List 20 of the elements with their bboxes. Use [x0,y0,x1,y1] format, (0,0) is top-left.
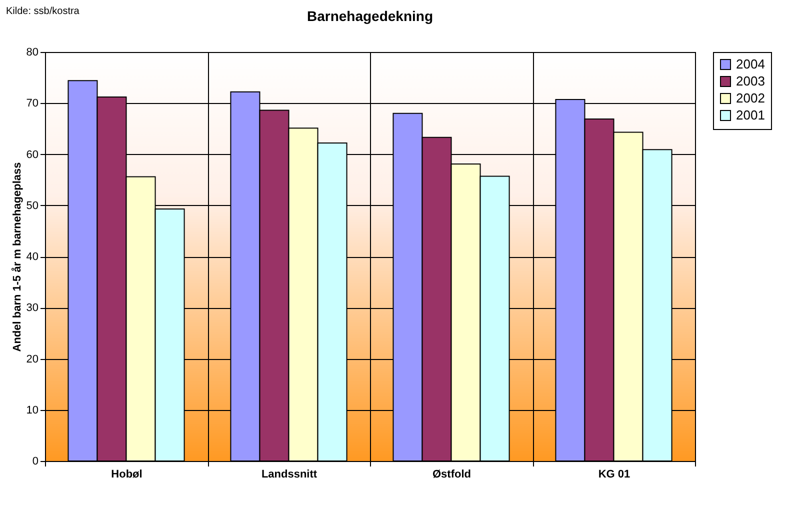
legend-label: 2001 [736,108,765,122]
y-tick-label: 20 [26,353,38,366]
x-tick-label: Østfold [432,468,471,480]
legend-label: 2003 [736,74,765,88]
y-tick-label: 60 [26,148,38,161]
y-tick-label: 0 [32,456,38,468]
y-axis-title: Andel barn 1-5 år m barnehageplass [10,162,24,352]
y-tick-label: 50 [26,200,38,212]
x-tick-label: Hobøl [111,468,142,480]
text: Kilde: ssb/kostra [6,6,80,17]
legend-label: 2002 [736,90,765,106]
y-tick-label: 70 [26,98,38,110]
x-tick-label: KG 01 [598,468,630,480]
y-tick-label: 40 [26,251,38,263]
chart-title: Barnehagedekning [306,8,434,24]
y-tick-label: 10 [26,404,38,416]
legend-label: 2004 [736,56,765,72]
y-tick-label: 30 [26,302,38,314]
y-tick-label: 80 [26,46,38,58]
x-tick-label: Landssnitt [261,468,318,480]
